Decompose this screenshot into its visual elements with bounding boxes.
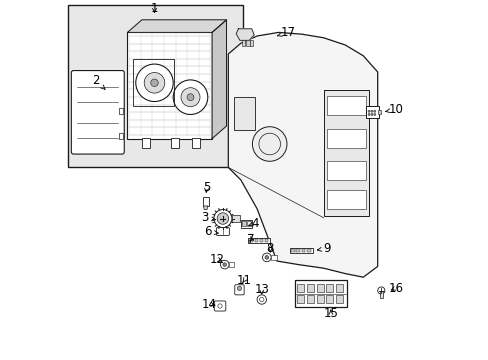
Bar — [270, 255, 276, 260]
Polygon shape — [203, 206, 207, 210]
Bar — [247, 238, 269, 243]
Circle shape — [213, 210, 231, 228]
Circle shape — [257, 295, 266, 304]
Text: 8: 8 — [266, 242, 274, 255]
Bar — [231, 215, 239, 222]
Bar — [378, 110, 381, 114]
Bar — [323, 90, 368, 216]
Bar — [233, 97, 254, 130]
Polygon shape — [127, 20, 226, 32]
Circle shape — [150, 79, 158, 86]
Bar — [290, 249, 294, 252]
Polygon shape — [236, 29, 254, 40]
Bar — [119, 108, 122, 114]
Bar — [133, 59, 174, 106]
Bar — [170, 138, 178, 148]
Bar — [306, 249, 310, 252]
Bar — [142, 138, 149, 148]
Bar — [296, 249, 299, 252]
Text: 1: 1 — [150, 3, 158, 15]
Bar — [203, 197, 208, 206]
Text: 15: 15 — [323, 307, 338, 320]
Bar — [246, 221, 250, 226]
Circle shape — [237, 286, 241, 291]
Bar — [316, 284, 323, 292]
Circle shape — [367, 113, 369, 116]
Circle shape — [181, 88, 200, 107]
Circle shape — [264, 256, 268, 259]
Bar — [335, 284, 343, 292]
Bar — [259, 239, 263, 242]
Bar — [242, 221, 246, 226]
Circle shape — [136, 64, 173, 102]
Bar — [326, 161, 365, 180]
Bar — [254, 239, 258, 242]
Text: 12: 12 — [209, 253, 224, 266]
Text: 16: 16 — [387, 282, 403, 294]
Bar — [249, 239, 253, 242]
Bar — [296, 295, 304, 303]
FancyBboxPatch shape — [216, 228, 229, 235]
FancyBboxPatch shape — [71, 71, 124, 154]
Bar — [306, 295, 313, 303]
Bar — [296, 284, 304, 292]
Bar — [127, 32, 212, 139]
Bar — [294, 280, 346, 307]
Text: 6: 6 — [203, 225, 218, 238]
Text: 9: 9 — [317, 242, 330, 255]
Circle shape — [370, 110, 372, 112]
Text: 2: 2 — [92, 75, 105, 89]
Bar — [242, 40, 244, 46]
Bar — [68, 5, 242, 167]
Circle shape — [220, 260, 228, 269]
Bar — [306, 284, 313, 292]
Bar — [119, 133, 122, 139]
Circle shape — [370, 113, 372, 116]
Text: 11: 11 — [237, 274, 251, 287]
Circle shape — [377, 287, 384, 294]
Circle shape — [217, 213, 228, 224]
Bar — [289, 248, 312, 253]
Bar — [249, 40, 253, 46]
Bar — [316, 295, 323, 303]
Circle shape — [373, 113, 375, 116]
Bar — [246, 40, 249, 46]
Bar — [326, 96, 365, 115]
Text: 13: 13 — [254, 283, 269, 296]
Bar — [325, 284, 333, 292]
Circle shape — [223, 263, 226, 266]
Polygon shape — [212, 20, 226, 139]
Text: 5: 5 — [203, 181, 210, 194]
Bar — [228, 262, 234, 267]
Circle shape — [367, 110, 369, 112]
Circle shape — [173, 80, 207, 114]
Bar — [192, 138, 200, 148]
Circle shape — [187, 94, 194, 101]
Text: 10: 10 — [385, 103, 402, 116]
Bar — [326, 129, 365, 148]
Polygon shape — [228, 32, 377, 277]
FancyBboxPatch shape — [366, 106, 378, 118]
FancyBboxPatch shape — [214, 301, 225, 311]
Bar — [335, 295, 343, 303]
Bar — [301, 249, 305, 252]
Text: 14: 14 — [202, 298, 217, 311]
Text: 17: 17 — [277, 26, 295, 39]
Text: 7: 7 — [247, 233, 254, 246]
Bar — [241, 220, 251, 228]
Circle shape — [252, 127, 286, 161]
Bar — [379, 291, 382, 298]
Circle shape — [262, 253, 270, 262]
Bar — [264, 239, 268, 242]
Bar — [326, 190, 365, 209]
FancyBboxPatch shape — [234, 285, 244, 295]
Circle shape — [373, 110, 375, 112]
Bar — [325, 295, 333, 303]
Text: 4: 4 — [248, 217, 259, 230]
Text: 3: 3 — [201, 211, 215, 224]
Circle shape — [144, 72, 164, 93]
